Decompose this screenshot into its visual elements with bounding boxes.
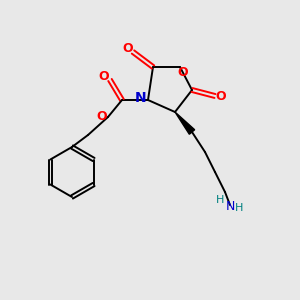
Text: H: H xyxy=(216,195,224,205)
Text: N: N xyxy=(225,200,235,212)
Text: O: O xyxy=(178,65,188,79)
Text: O: O xyxy=(99,70,109,83)
Text: O: O xyxy=(123,43,133,56)
Text: N: N xyxy=(135,91,147,105)
Text: O: O xyxy=(97,110,107,124)
Text: H: H xyxy=(235,203,243,213)
Polygon shape xyxy=(175,112,195,134)
Text: O: O xyxy=(216,89,226,103)
